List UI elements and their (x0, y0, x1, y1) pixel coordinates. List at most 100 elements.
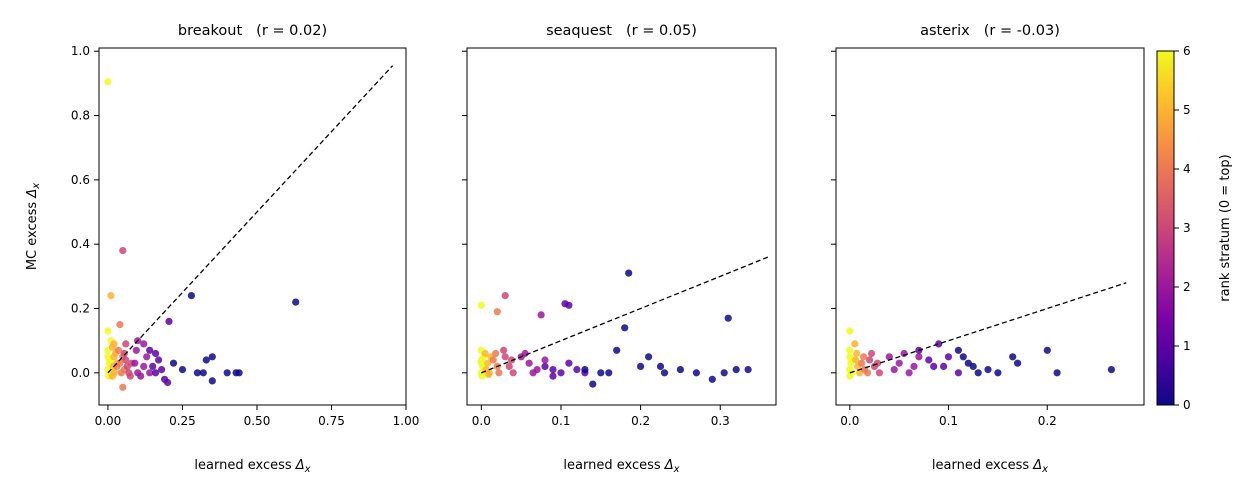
data-point (660, 369, 669, 377)
data-point (925, 356, 933, 364)
data-point (114, 346, 122, 354)
colorbar-tick-label: 1 (1183, 339, 1191, 353)
data-point (152, 349, 160, 358)
panel-breakout: 0.00 0.25 0.50 0.75 1.00 0.0 0.2 0.4 0.6 0.8 1.0 br… (25, 23, 419, 475)
data-point (208, 353, 216, 361)
data-point (589, 380, 597, 388)
data-point (724, 314, 732, 322)
data-point (1107, 366, 1115, 374)
y-tick-label: 0.0 (71, 366, 90, 380)
x-tick-label: 0.2 (1038, 414, 1057, 428)
data-point (477, 359, 485, 367)
data-point (541, 356, 549, 364)
data-point (140, 362, 148, 370)
data-point (744, 366, 752, 374)
data-point (110, 340, 118, 348)
x-axis-label: learned excess Δx (563, 458, 679, 475)
y-tick-label: 0.2 (71, 302, 90, 316)
scatter-points (477, 269, 752, 388)
data-point (656, 362, 665, 370)
data-point (905, 369, 913, 377)
data-point (208, 377, 216, 385)
x-axis-label: learned excess Δx (932, 458, 1048, 475)
colorbar-tick-label: 3 (1183, 221, 1191, 235)
colorbar-tick-label: 5 (1183, 103, 1191, 117)
data-point (146, 346, 154, 354)
data-point (140, 340, 148, 348)
data-point (169, 359, 178, 367)
data-point (223, 369, 231, 377)
x-tick-label: 0.50 (244, 414, 271, 428)
data-point (477, 301, 485, 309)
y-tick-label: 1.0 (71, 44, 90, 58)
data-point (481, 349, 489, 358)
data-point (202, 356, 210, 364)
data-point (846, 346, 854, 354)
data-point (1043, 346, 1051, 354)
x-tick-label: 0.75 (318, 414, 345, 428)
x-tick-label: 0.1 (939, 414, 958, 428)
data-point (885, 353, 893, 361)
y-tick-label: 0.6 (71, 173, 90, 187)
data-point (954, 369, 963, 377)
data-point (489, 356, 497, 364)
data-point (873, 359, 882, 367)
panel-asterix: 0.0 0.1 0.2 asterix (r = -0.03) learned exces… (831, 23, 1145, 475)
data-point (235, 369, 243, 377)
data-point (959, 353, 967, 361)
data-point (126, 372, 134, 380)
data-point (645, 353, 653, 361)
data-point (900, 349, 908, 358)
panel-seaquest: 0.0 0.1 0.2 0.3 seaquest (r = 0.05) learned ex… (462, 23, 777, 475)
data-point (165, 317, 173, 325)
data-point (155, 356, 163, 364)
data-point (193, 369, 201, 377)
x-tick-label: 0.00 (95, 414, 122, 428)
x-axis-label: learned excess Δx (194, 458, 310, 475)
data-point (152, 369, 160, 377)
data-point (525, 359, 533, 367)
data-point (860, 353, 868, 361)
data-point (187, 292, 195, 300)
y-axis-label: MC excess Δx (25, 183, 42, 270)
data-point (164, 378, 172, 387)
data-point (131, 359, 139, 367)
data-point (984, 366, 992, 374)
data-point (108, 372, 116, 380)
data-point (292, 298, 300, 306)
data-point (104, 78, 112, 86)
data-point (910, 362, 918, 370)
data-point (935, 340, 943, 348)
data-point (581, 366, 589, 374)
data-point (637, 362, 645, 370)
data-point (969, 362, 977, 370)
x-tick-label: 0.1 (551, 414, 570, 428)
colorbar-tick-label: 2 (1183, 280, 1191, 294)
data-point (1009, 353, 1017, 361)
data-point (104, 327, 112, 335)
data-point (692, 369, 701, 377)
data-point (732, 366, 740, 374)
data-point (1014, 359, 1022, 367)
data-point (940, 362, 948, 370)
data-point (851, 340, 859, 348)
data-point (509, 369, 517, 377)
data-point (132, 346, 140, 354)
data-point (178, 366, 187, 374)
y-tick-label: 0.4 (71, 237, 90, 251)
diagonal-reference-line (481, 256, 769, 374)
data-point (549, 372, 557, 380)
panels: 0.00 0.25 0.50 0.75 1.00 0.0 0.2 0.4 0.6 0.8 1.0 br… (25, 23, 1145, 475)
data-point (864, 369, 872, 377)
data-point (930, 362, 938, 370)
data-point (143, 353, 151, 361)
colorbar: 0 1 2 3 4 5 6 rank stratum (0 = top) (1156, 44, 1233, 412)
data-point (529, 369, 537, 377)
data-point (613, 346, 621, 354)
data-point (541, 362, 549, 370)
data-point (557, 369, 565, 377)
data-point (484, 359, 492, 367)
y-tick-label: 0.8 (71, 109, 90, 123)
data-point (500, 346, 508, 354)
data-point (199, 369, 207, 377)
